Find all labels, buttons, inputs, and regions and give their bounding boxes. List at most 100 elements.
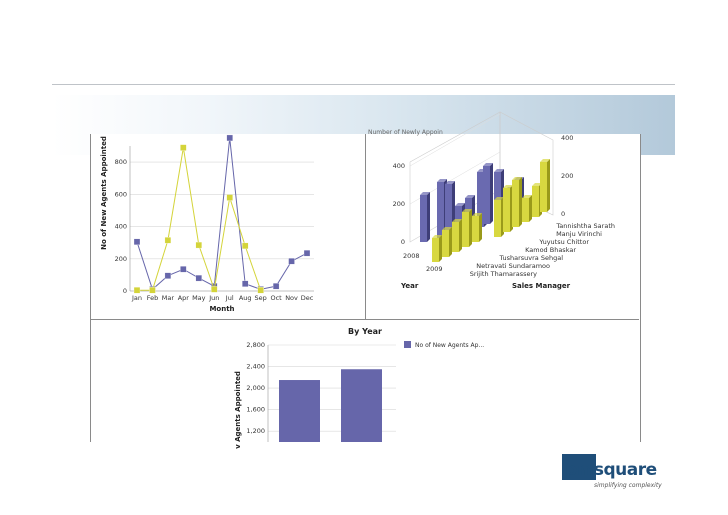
bar3d-bar-top — [503, 185, 513, 188]
bar3d-bar-top — [494, 197, 504, 200]
bar3d-bar-side — [547, 159, 550, 212]
line-chart-ytick: 600 — [115, 190, 127, 198]
bar3d-manager-label: Tannishtha Sarath — [555, 222, 615, 230]
bar3d-gridline — [409, 113, 501, 167]
year-chart-ytick: 2,000 — [246, 384, 265, 392]
year-chart-ytick: 1,600 — [246, 406, 265, 414]
year-chart-ylabel: v Agents Appointed — [234, 371, 242, 449]
bar3d-ytick-left: 200 — [393, 200, 405, 208]
bar3d-bar-side — [449, 227, 452, 257]
bar3d-bar-top — [462, 209, 472, 212]
bar3d-bar-top — [540, 159, 550, 162]
line-chart-xtick: Apr — [178, 294, 190, 302]
year-chart-ytick: 1,200 — [246, 427, 265, 435]
year-chart-legend-label: No of New Agents Ap... — [415, 342, 484, 349]
line-chart-point — [180, 144, 187, 151]
bar3d-bar-side — [519, 177, 522, 227]
bar3d-bar-top — [465, 195, 475, 198]
year-chart-ytick: 2,400 — [246, 363, 265, 371]
bar3d-bar-top — [442, 227, 452, 230]
bar3d-bar-side — [459, 219, 462, 252]
bar3d-right-wall — [499, 111, 554, 216]
line-chart-point — [226, 194, 233, 201]
line-chart-xtick: Nov — [285, 294, 298, 302]
line-chart-point — [195, 274, 202, 282]
line-chart-point — [242, 280, 249, 287]
logo-tagline: simplifying complexity — [594, 482, 662, 489]
bar3d-bar-top — [472, 213, 482, 216]
line-chart-xtick: Jun — [208, 294, 219, 302]
bar3d-bar — [483, 166, 490, 224]
bar3d-ytick-left: 400 — [393, 162, 405, 170]
bar3d-bar-side — [479, 213, 482, 242]
bar3d-year-label: 2009 — [426, 265, 443, 273]
line-chart-ytick: 0 — [123, 287, 127, 295]
bar3d-ytick-right: 0 — [561, 210, 565, 218]
line-chart-point — [164, 237, 172, 244]
bar3d-bar — [420, 195, 427, 242]
line-chart-ytick: 800 — [115, 158, 127, 166]
year-chart-bar — [279, 380, 320, 442]
bar3d-bar-top — [532, 183, 542, 186]
bar3d-manager-label: Manju Virinchi — [556, 230, 602, 238]
line-chart-xtick: Aug — [239, 294, 252, 302]
bar3d-zlabel: Sales Manager — [512, 282, 571, 290]
line-chart-point — [242, 242, 249, 250]
bar3d-bar-top — [437, 179, 447, 182]
line-chart-xtick: Jan — [131, 294, 142, 302]
bar3d-bar — [522, 198, 529, 222]
bar3d-bar-side — [490, 163, 493, 224]
line-chart-xlabel: Month — [209, 305, 234, 313]
line-chart-xtick: Sep — [255, 294, 267, 302]
line-chart-point — [288, 258, 295, 265]
bar3d-bar-top — [445, 181, 455, 184]
bar3d-bar — [494, 200, 501, 237]
line-chart-xtick: Dec — [301, 294, 314, 302]
line-chart-ytick: 200 — [115, 255, 127, 263]
line-chart-xtick: Oct — [270, 294, 282, 302]
bar3d-manager-label: Kamod Bhaskar — [525, 246, 576, 254]
bar3d-bar-top — [455, 203, 465, 206]
year-chart-legend-swatch — [404, 341, 411, 348]
line-chart-point — [272, 283, 280, 290]
bar3d-manager-label: Netravati Sundaramoo — [476, 262, 550, 270]
line-chart-xtick: Feb — [147, 294, 159, 302]
year-chart-title: By Year — [348, 327, 382, 336]
bar3d-bar-side — [427, 192, 430, 242]
bar3d-title-fragment: Number of Newly Appoin — [368, 129, 443, 136]
line-chart-ytick: 400 — [115, 223, 127, 231]
bar3d-bar — [462, 212, 469, 247]
bar3d-bar — [432, 238, 439, 262]
logo-brand: pmsquare — [565, 460, 657, 480]
bar3d-manager-label: Tusharsuvra Sehgal — [499, 254, 564, 262]
line-chart-point — [211, 286, 218, 293]
bar3d-bar — [494, 172, 501, 221]
bar3d-bar — [540, 162, 547, 212]
line-chart-xtick: Jul — [225, 294, 234, 302]
bar3d-ytick-right: 400 — [561, 134, 573, 142]
bar3d-ytick-left: 0 — [401, 238, 405, 246]
bar3d-manager-label: Srijith Thamarassery — [470, 270, 537, 278]
line-chart-point — [180, 266, 187, 273]
bar3d-bar-side — [439, 235, 442, 262]
line-chart-point — [164, 272, 172, 279]
panel-divider-horizontal — [90, 319, 639, 320]
year-chart-ytick: 2,800 — [246, 341, 265, 349]
bar3d-year-label: 2008 — [403, 252, 420, 260]
line-chart-ylabel: No of New Agents Appointed — [100, 136, 108, 250]
bar3d-bar — [503, 188, 510, 232]
bar3d-manager-label: Yuyutsu Chittor — [538, 238, 589, 246]
bar3d-bar — [472, 216, 479, 242]
bar3d-bar-top — [512, 177, 522, 180]
pmsquare-logo: pmsquare simplifying complexity — [562, 452, 672, 492]
bar3d-bar-top — [420, 192, 430, 195]
bar3d-bar — [452, 222, 459, 252]
bar3d-bar-side — [469, 209, 472, 247]
bar3d-ytick-right: 200 — [561, 172, 573, 180]
bar3d-bar-top — [483, 163, 493, 166]
bar3d-bar-top — [432, 235, 442, 238]
bar3d-bar — [532, 186, 539, 217]
